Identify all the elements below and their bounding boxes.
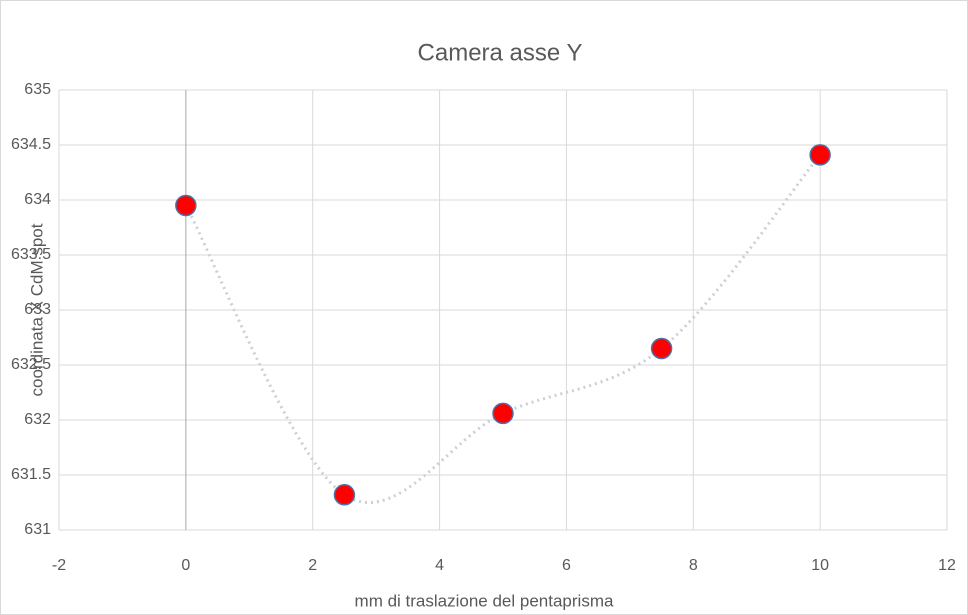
data-point xyxy=(809,144,831,166)
data-point xyxy=(650,337,673,360)
trend-line xyxy=(184,153,822,504)
y-tick-label: 634 xyxy=(24,191,51,208)
data-point xyxy=(492,402,514,425)
y-tick-label: 635 xyxy=(24,81,51,98)
chart-title: Camera asse Y xyxy=(418,39,583,66)
x-tick-label: 8 xyxy=(689,557,698,574)
x-tick-label: 6 xyxy=(562,557,571,574)
y-tick-label: 632 xyxy=(24,411,51,428)
y-tick-label: 633 xyxy=(24,301,51,318)
data-point xyxy=(333,484,356,506)
y-tick-label: 631 xyxy=(24,521,51,538)
y-tick-label: 631.5 xyxy=(11,466,51,483)
data-point xyxy=(175,194,197,217)
x-tick-label: 12 xyxy=(938,557,956,574)
y-axis-title: coordinata X CdM spot xyxy=(27,223,46,396)
y-tick-label: 634.5 xyxy=(11,136,51,153)
x-axis-title: mm di traslazione del pentaprisma xyxy=(355,591,614,610)
x-tick-label: 0 xyxy=(181,557,190,574)
x-tick-label: 4 xyxy=(435,557,444,574)
x-tick-label: 2 xyxy=(308,557,317,574)
x-tick-label: -2 xyxy=(52,557,66,574)
y-tick-label: 632.5 xyxy=(11,356,51,373)
x-tick-label: 10 xyxy=(811,557,829,574)
y-tick-label: 633.5 xyxy=(11,246,51,263)
